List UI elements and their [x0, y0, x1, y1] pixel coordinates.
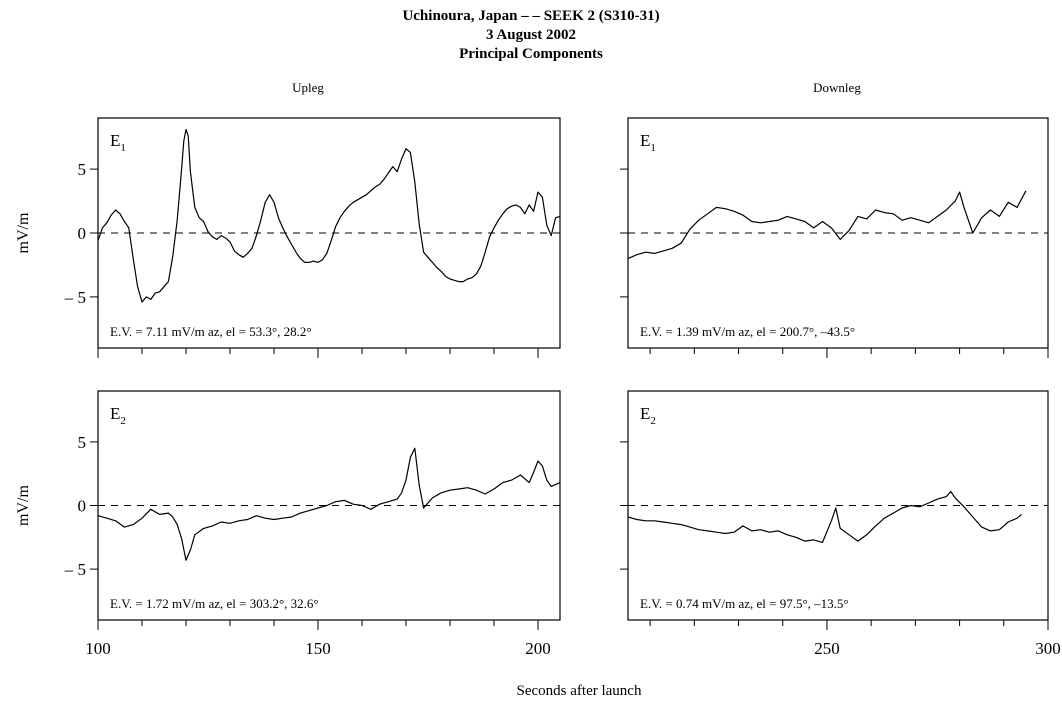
x-axis-label: Seconds after launch	[517, 683, 642, 699]
eigen-annotation: E.V. = 7.11 mV/m az, el = 53.3°, 28.2°	[110, 324, 312, 339]
panel-2: E1 E.V. = 1.39 mV/m az, el = 200.7°, –43.…	[620, 117, 1049, 358]
x-tick-label: 100	[85, 639, 111, 658]
component-label: E1	[110, 131, 126, 154]
x-tick-label: 150	[305, 639, 331, 658]
y-tick-label: 0	[78, 497, 87, 516]
y-axis-label: mV/m	[15, 485, 32, 526]
y-tick-label: – 5	[64, 560, 86, 579]
data-trace	[627, 490, 1022, 543]
component-label: E2	[640, 404, 656, 427]
x-tick-label: 200	[525, 639, 551, 658]
panel-4: 250 300 E2 E.V. = 0.74 mV/m az, el = 97.5°,…	[620, 390, 1061, 658]
eigen-annotation: E.V. = 1.39 mV/m az, el = 200.7°, –43.5°	[640, 324, 855, 339]
y-axis-label: mV/m	[15, 212, 32, 253]
data-trace	[97, 447, 561, 561]
figure-title-line-1: Uchinoura, Japan – – SEEK 2 (S310-31)	[402, 8, 659, 24]
x-tick-label: 250	[814, 639, 840, 658]
component-label: E2	[110, 404, 126, 427]
figure-title-line-2: 3 August 2002	[486, 27, 576, 43]
panel-3: – 5 0 5 100 150 200 mV/m E2 E.V. = 1.72 mV/m az,…	[15, 390, 561, 658]
y-tick-label: 5	[78, 433, 87, 452]
y-tick-label: 0	[78, 224, 87, 243]
eigen-annotation: E.V. = 0.74 mV/m az, el = 97.5°, –13.5°	[640, 596, 849, 611]
data-trace	[97, 128, 561, 303]
column-title-downleg: Downleg	[813, 80, 861, 95]
x-tick-label: 300	[1035, 639, 1061, 658]
figure-title-line-3: Principal Components	[459, 46, 603, 62]
data-trace	[627, 190, 1027, 260]
column-title-upleg: Upleg	[292, 80, 324, 95]
panel-1: – 5 0 5 mV/m E1 E.V. = 7.11 mV/m az, el = 53.…	[15, 117, 561, 358]
eigen-annotation: E.V. = 1.72 mV/m az, el = 303.2°, 32.6°	[110, 596, 319, 611]
y-tick-label: 5	[78, 160, 87, 179]
y-tick-label: – 5	[64, 288, 86, 307]
component-label: E1	[640, 131, 656, 154]
